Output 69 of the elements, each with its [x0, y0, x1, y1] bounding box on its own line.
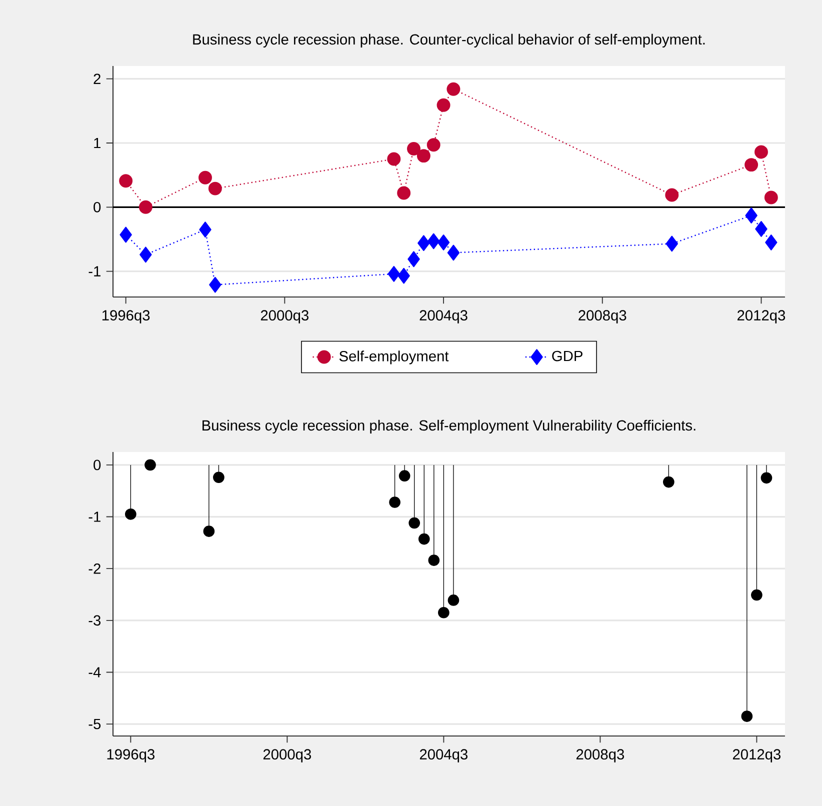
x-tick-label: 2012q3	[738, 310, 786, 324]
legend-label: Self-employment	[339, 350, 449, 364]
x-tick-label: 2004q3	[420, 310, 468, 324]
point	[144, 459, 156, 471]
point	[398, 268, 410, 284]
point	[397, 186, 411, 200]
point	[398, 470, 410, 482]
point	[447, 244, 460, 261]
point	[119, 174, 133, 188]
point	[140, 246, 152, 263]
point	[407, 142, 420, 156]
point	[662, 476, 674, 488]
point	[666, 236, 678, 252]
chart-title: Business cycle recession phase. Counter-cyclical behavior of self-employment.	[193, 34, 705, 48]
point	[125, 508, 136, 520]
point	[213, 472, 224, 484]
point	[437, 234, 450, 250]
point	[138, 200, 152, 214]
point	[755, 221, 768, 237]
x-tick-label: 2000q3	[263, 749, 311, 762]
point	[760, 472, 772, 484]
point	[745, 208, 758, 224]
point	[209, 276, 222, 293]
point	[198, 170, 212, 184]
point	[428, 233, 440, 250]
x-tick-label: 2008q3	[576, 749, 624, 762]
y-tick-label: -5	[88, 718, 101, 730]
x-tick-label: 2000q3	[260, 310, 308, 324]
chart-title: Business cycle recession phase. Self-employment Vulnerability Coefficients.	[202, 420, 696, 434]
point	[387, 152, 401, 166]
point	[408, 517, 420, 529]
point	[389, 496, 400, 508]
point	[418, 533, 430, 545]
y-tick-label: 0	[94, 460, 101, 470]
point	[388, 266, 400, 282]
point	[751, 589, 762, 601]
x-tick-label: 2008q3	[578, 310, 626, 324]
point	[438, 606, 450, 618]
y-tick-label: -4	[88, 667, 101, 678]
point	[426, 138, 440, 152]
point	[120, 226, 132, 243]
y-tick-label: 1	[94, 138, 100, 148]
y-tick-label: 2	[94, 74, 100, 84]
point	[416, 149, 430, 163]
x-tick-label: 2004q3	[420, 749, 468, 762]
point	[764, 190, 778, 204]
point	[408, 251, 420, 268]
point	[436, 98, 450, 112]
y-tick-label: -1	[88, 266, 100, 276]
point	[754, 145, 768, 159]
point	[208, 182, 222, 196]
point	[744, 158, 758, 172]
point	[765, 234, 778, 250]
point	[203, 526, 215, 537]
x-tick-label: 1996q3	[102, 310, 150, 324]
y-tick-label: 0	[94, 202, 101, 212]
x-tick-label: 1996q3	[107, 749, 154, 762]
point	[428, 554, 440, 566]
point	[665, 188, 679, 202]
point	[448, 594, 460, 606]
x-tick-label: 2012q3	[732, 749, 781, 762]
legend-label: GDP	[552, 350, 582, 362]
y-tick-label: -3	[88, 615, 101, 626]
point	[446, 82, 460, 96]
point	[418, 235, 430, 252]
y-tick-label: -2	[88, 563, 100, 574]
point	[199, 222, 212, 238]
point	[741, 710, 753, 722]
y-tick-label: -1	[88, 512, 100, 522]
